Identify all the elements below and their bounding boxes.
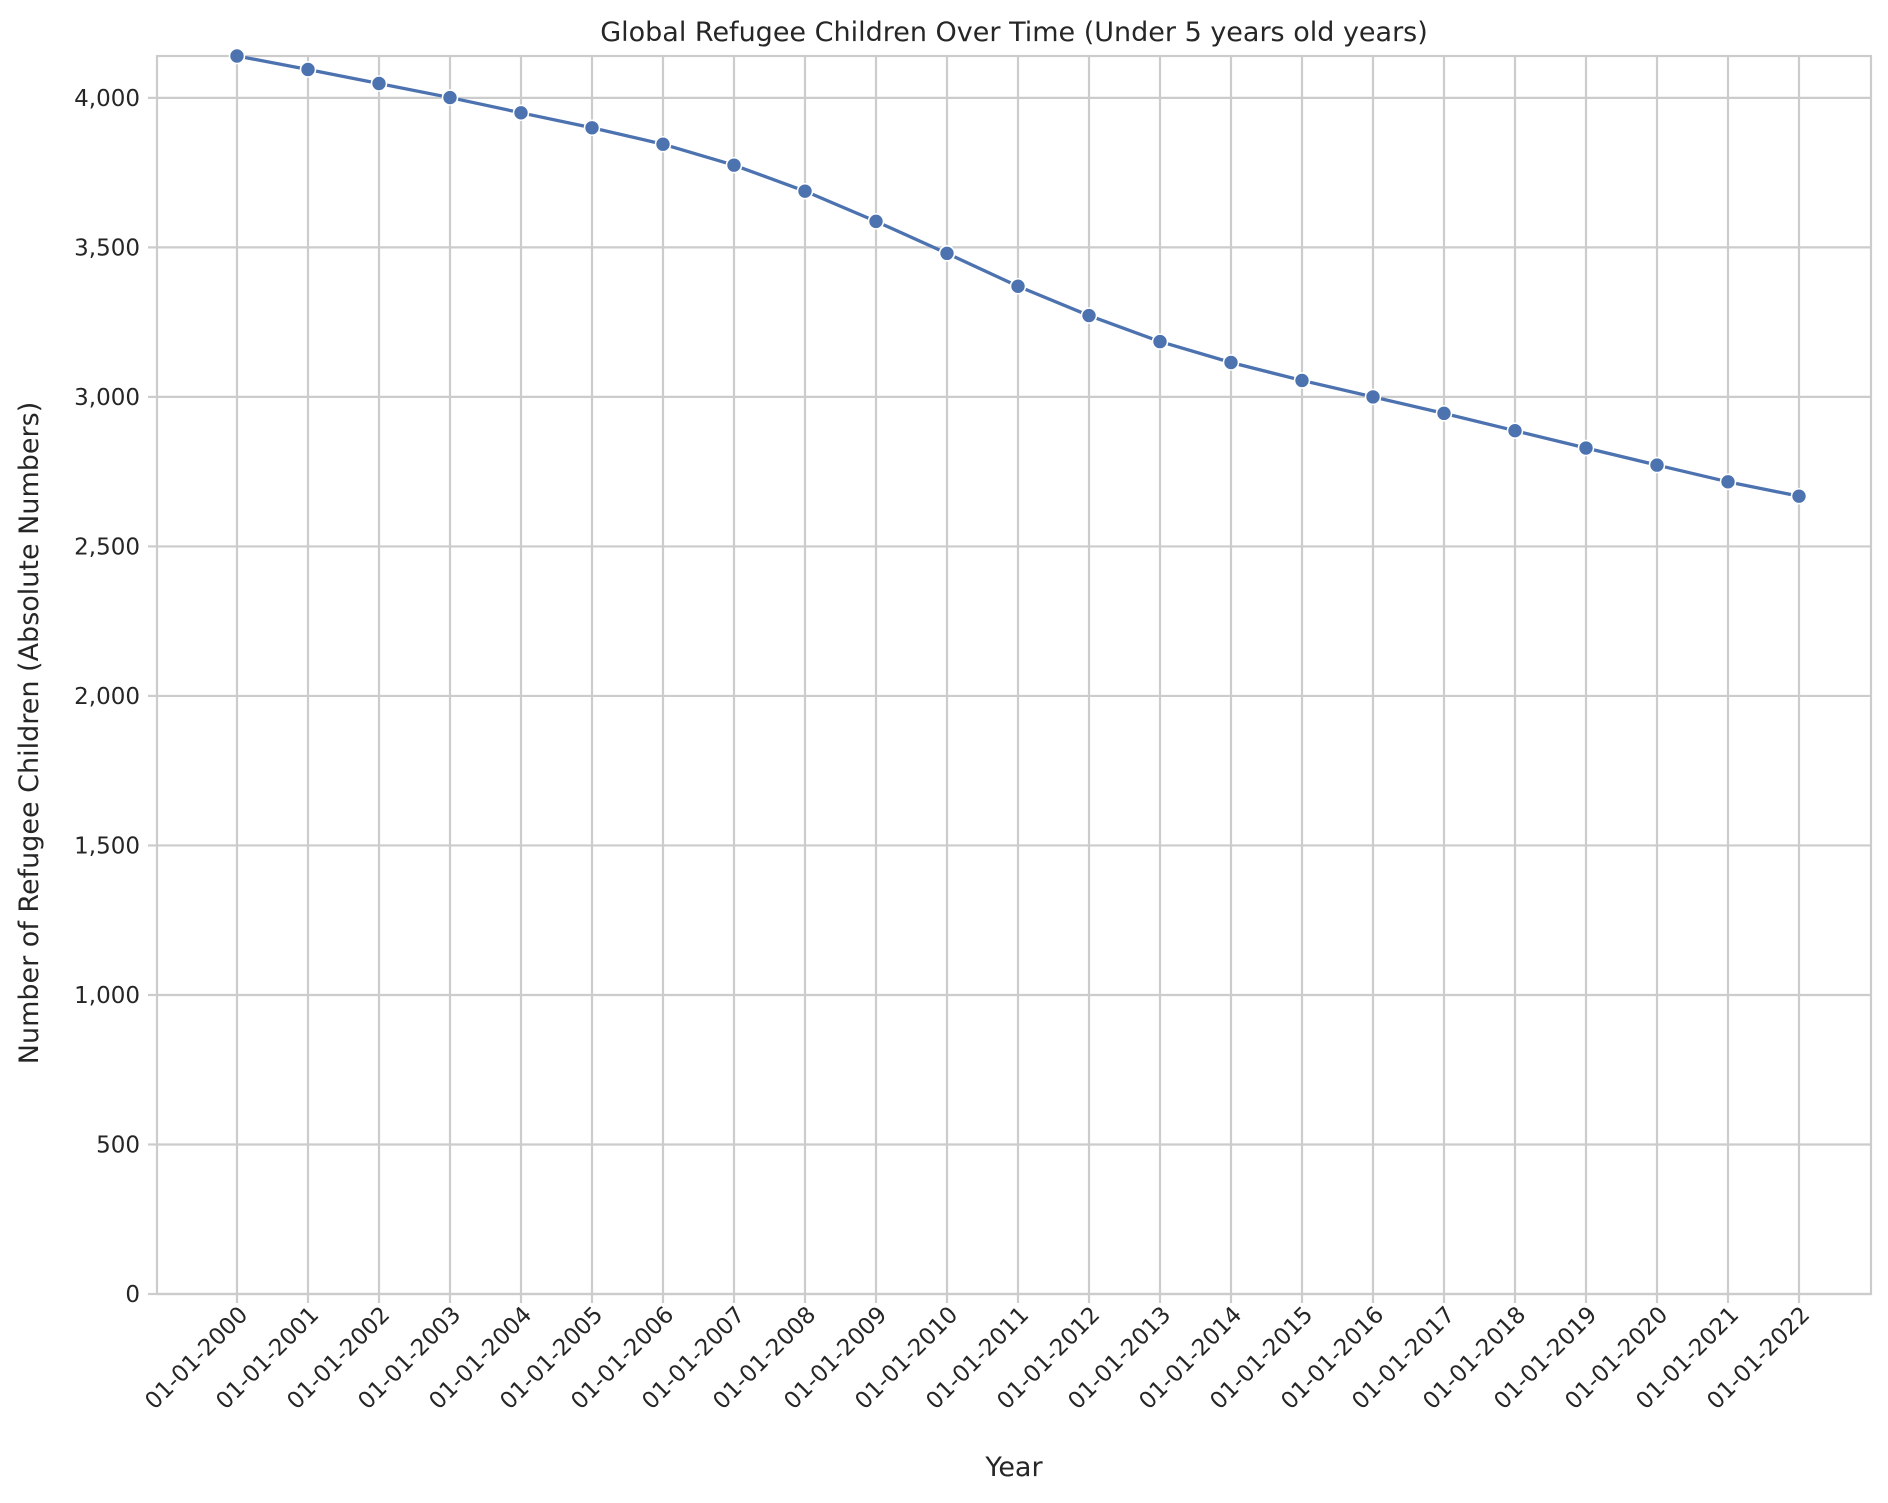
y-tick-label: 2,000 (74, 684, 140, 710)
data-point (796, 182, 814, 200)
y-tick-label: 2,500 (74, 534, 140, 560)
y-gridlines (157, 96, 1871, 1296)
data-point (299, 61, 317, 78)
y-tick-labels: 0 500 1,000 1,500 2,000 2,500 3,000 3,500 4,000 (74, 86, 140, 1308)
data-point (1080, 307, 1098, 324)
y-tick-label: 1,000 (74, 983, 140, 1009)
y-axis-label: Number of Refugee Children (Absolute Num… (14, 402, 45, 1064)
data-point (1293, 372, 1311, 389)
data-point (1009, 277, 1027, 295)
y-tick-label: 4,000 (74, 86, 140, 112)
data-point (512, 104, 530, 122)
plot-frame (155, 54, 1873, 1296)
x-tick-labels: 01-01-200001-01-200101-01-200201-01-2003… (140, 1302, 1815, 1415)
data-point (1222, 354, 1240, 371)
data-point (1364, 388, 1382, 406)
x-axis-label: Year (984, 1452, 1043, 1483)
y-tick-label: 1,500 (74, 833, 140, 859)
data-point (938, 245, 956, 262)
data-point (1577, 439, 1595, 457)
data-point (1648, 456, 1666, 474)
data-point (370, 75, 388, 92)
series-markers (228, 47, 1808, 505)
y-tick-label: 3,500 (74, 235, 140, 261)
axis-ticks (148, 96, 1801, 1303)
y-tick-label: 0 (125, 1282, 140, 1308)
data-point (1719, 473, 1737, 491)
data-point (583, 119, 601, 137)
data-point (867, 213, 885, 230)
data-point (1506, 422, 1524, 439)
x-gridlines (235, 56, 1801, 1294)
chart-title: Global Refugee Children Over Time (Under… (600, 17, 1428, 48)
data-point (725, 156, 743, 174)
data-point (654, 135, 672, 153)
data-point (1790, 487, 1808, 505)
y-tick-label: 500 (96, 1132, 140, 1158)
data-point (228, 47, 246, 65)
data-point (1435, 405, 1453, 422)
y-tick-label: 3,000 (74, 385, 140, 411)
data-point (1151, 333, 1169, 350)
data-point (441, 89, 459, 106)
